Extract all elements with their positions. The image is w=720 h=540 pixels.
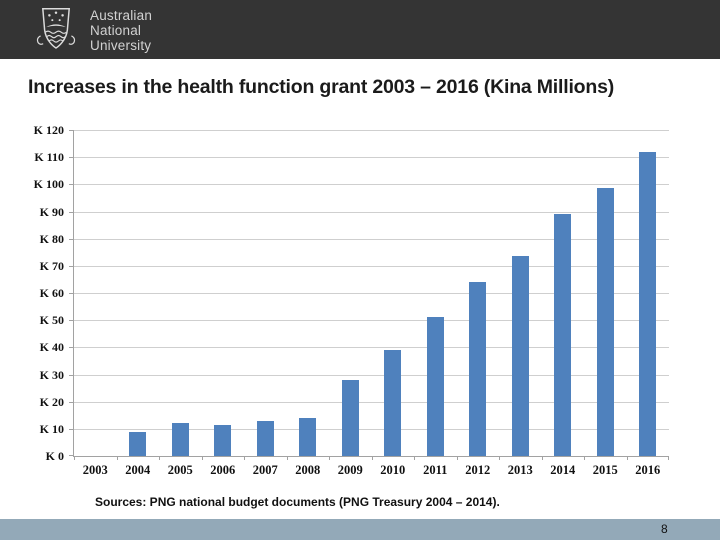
y-axis-tick — [69, 401, 74, 403]
y-axis-label: K 60 — [39, 286, 64, 300]
y-axis-tick — [69, 157, 74, 159]
university-name-line2: National — [90, 22, 142, 38]
footer-bar: 8 — [0, 519, 720, 540]
y-axis-tick — [69, 130, 74, 131]
bar-2015 — [596, 188, 614, 456]
anu-logo: Australian National University — [34, 6, 152, 54]
y-axis-tick — [69, 238, 74, 240]
source-note: Sources: PNG national budget documents (… — [95, 495, 500, 509]
y-axis-tick — [69, 211, 74, 213]
university-name: Australian National University — [90, 8, 152, 53]
x-axis-tick — [584, 456, 585, 460]
x-axis-tick — [456, 456, 458, 460]
gridline — [74, 238, 669, 240]
x-axis-tick — [541, 456, 543, 460]
y-axis-tick — [69, 428, 74, 430]
gridline — [74, 157, 669, 159]
bar-2008 — [299, 417, 317, 456]
bar-2007 — [256, 420, 274, 456]
x-axis-label: 2003 — [82, 463, 108, 477]
x-axis-label: 2009 — [337, 463, 363, 477]
bar-2006 — [214, 424, 232, 456]
anu-crest-icon — [36, 8, 76, 49]
x-axis-label: 2013 — [507, 463, 533, 477]
gridline — [74, 347, 669, 349]
x-axis-label: 2014 — [550, 463, 576, 477]
y-axis-label: K 10 — [39, 421, 64, 436]
bar-2005 — [171, 423, 189, 456]
bar-2009 — [341, 379, 359, 456]
y-axis-tick — [69, 374, 74, 376]
y-axis-label: K 90 — [39, 204, 64, 219]
x-axis-tick — [244, 456, 245, 460]
plot-area: K 0 K 10 K 20 K 30 K 40 K 50 K 60 K 70 K 80 K 90 K… — [34, 123, 669, 477]
y-axis-tick — [69, 293, 74, 294]
x-axis-label: 2004 — [125, 463, 151, 477]
x-axis-tick — [329, 456, 330, 460]
y-axis-label: K 120 — [33, 123, 64, 137]
y-axis-label: K 100 — [33, 177, 64, 192]
y-axis-tick — [69, 184, 74, 186]
gridline — [74, 320, 669, 322]
bar-2014 — [554, 214, 572, 456]
slide-title: Increases in the health function grant 2… — [28, 76, 615, 98]
x-axis-label: 2012 — [465, 463, 491, 477]
page-number: 8 — [661, 522, 668, 536]
x-axis-tick — [414, 456, 415, 460]
x-axis-label: 2011 — [423, 463, 448, 477]
bar-2010 — [384, 350, 402, 456]
university-name-line1: Australian — [90, 7, 153, 23]
y-axis-label: K 20 — [39, 394, 64, 409]
x-axis-tick — [668, 456, 669, 460]
x-axis-tick — [286, 456, 288, 460]
bar-2016 — [639, 151, 657, 456]
y-axis-tick — [69, 455, 74, 456]
y-axis-label: K 80 — [39, 231, 64, 246]
x-axis-label: 2016 — [635, 463, 661, 477]
y-axis-label: K 110 — [34, 150, 64, 165]
y-axis-label: K 40 — [39, 340, 64, 355]
gridline — [74, 401, 669, 403]
x-axis-tick — [74, 456, 75, 460]
gridline — [74, 130, 669, 131]
x-axis-tick — [371, 456, 373, 460]
x-axis-label: 2006 — [210, 463, 236, 477]
gridline — [74, 265, 669, 267]
y-axis-label: K 30 — [39, 367, 64, 382]
bar-2004 — [129, 431, 147, 456]
x-axis-tick — [499, 456, 500, 460]
x-axis-tick — [626, 456, 628, 460]
x-axis-label: 2008 — [295, 463, 321, 477]
y-axis-label: K 0 — [45, 449, 64, 463]
bar-2012 — [469, 282, 487, 456]
y-axis-tick — [69, 347, 74, 349]
x-axis-tick — [159, 456, 160, 460]
gridline — [74, 293, 669, 294]
university-name-line3: University — [90, 37, 152, 53]
y-axis-tick — [69, 265, 74, 267]
gridline — [74, 184, 669, 186]
x-axis-label: 2005 — [167, 463, 193, 477]
x-axis-tick — [116, 456, 118, 460]
bar-2011 — [426, 317, 444, 456]
x-axis-tick — [201, 456, 203, 460]
x-axis-label: 2015 — [592, 463, 618, 477]
y-axis-label: K 50 — [39, 313, 64, 328]
header-banner: Australian National University — [0, 0, 720, 59]
y-axis-tick — [69, 320, 74, 322]
y-axis-label: K 70 — [39, 258, 64, 273]
gridline — [74, 374, 669, 376]
bar-2013 — [511, 256, 529, 456]
x-axis-label: 2007 — [252, 463, 278, 477]
gridline — [74, 211, 669, 213]
x-axis-label: 2010 — [380, 463, 406, 477]
gridline — [74, 428, 669, 430]
